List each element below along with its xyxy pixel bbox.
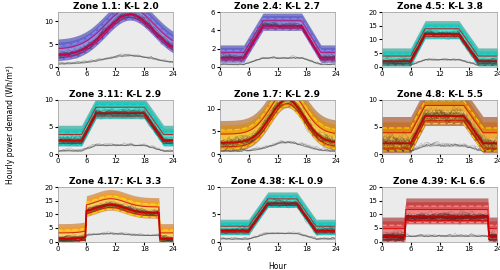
Text: Hourly power demand (Wh/m²): Hourly power demand (Wh/m²) bbox=[6, 65, 15, 184]
Title: Zone 1.7: K-L 2.9: Zone 1.7: K-L 2.9 bbox=[234, 90, 320, 99]
Title: Zone 2.4: K-L 2.7: Zone 2.4: K-L 2.7 bbox=[234, 2, 320, 11]
Title: Zone 4.17: K-L 3.3: Zone 4.17: K-L 3.3 bbox=[70, 177, 162, 186]
Title: Zone 4.39: K-L 6.6: Zone 4.39: K-L 6.6 bbox=[394, 177, 486, 186]
Title: Zone 3.11: K-L 2.9: Zone 3.11: K-L 2.9 bbox=[70, 90, 162, 99]
Title: Zone 1.1: K-L 2.0: Zone 1.1: K-L 2.0 bbox=[72, 2, 158, 11]
Text: Hour: Hour bbox=[268, 262, 287, 270]
Title: Zone 4.38: K-L 0.9: Zone 4.38: K-L 0.9 bbox=[232, 177, 324, 186]
Title: Zone 4.8: K-L 5.5: Zone 4.8: K-L 5.5 bbox=[396, 90, 482, 99]
Title: Zone 4.5: K-L 3.8: Zone 4.5: K-L 3.8 bbox=[396, 2, 482, 11]
